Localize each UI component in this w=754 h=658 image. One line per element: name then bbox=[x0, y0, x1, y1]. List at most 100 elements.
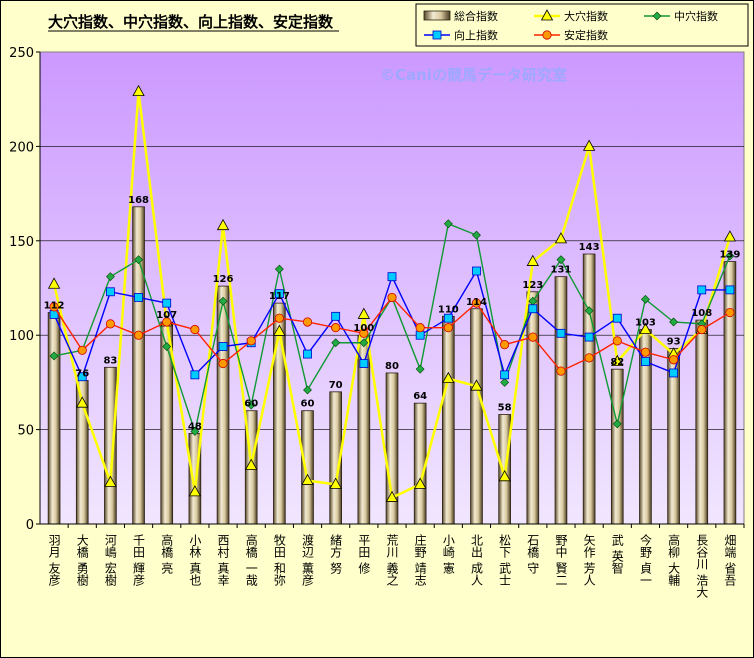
bar bbox=[470, 308, 483, 525]
legend-marker bbox=[540, 9, 554, 21]
point-square bbox=[162, 298, 172, 308]
x-tick-label: 高橋 一哉 bbox=[244, 533, 258, 586]
point-circle bbox=[331, 323, 341, 333]
point-square bbox=[106, 287, 115, 297]
point-circle bbox=[274, 313, 284, 323]
x-tick-label: 平田 修 bbox=[357, 534, 371, 574]
point-circle bbox=[218, 358, 228, 369]
point-square bbox=[331, 311, 341, 321]
y-tick-label: 50 bbox=[17, 424, 34, 439]
x-tick-label: 畑端 省吾 bbox=[723, 534, 737, 586]
x-tick-label: 今野 貞一 bbox=[638, 533, 652, 586]
y-tick-label: 150 bbox=[9, 235, 34, 250]
legend-label: 大穴指数 bbox=[564, 9, 608, 23]
point-square bbox=[218, 342, 228, 351]
bar-value-label: 60 bbox=[244, 399, 258, 410]
point-triangle bbox=[470, 379, 483, 391]
legend-marker bbox=[432, 30, 442, 40]
x-tick-label: 河嶋 宏樹 bbox=[103, 534, 117, 586]
point-circle bbox=[387, 292, 397, 303]
bar-value-label: 93 bbox=[667, 336, 681, 347]
point-diamond bbox=[162, 342, 172, 351]
bar-value-label: 100 bbox=[353, 323, 374, 334]
bar-value-label: 80 bbox=[385, 361, 399, 372]
point-triangle bbox=[442, 371, 455, 384]
point-circle bbox=[77, 345, 87, 355]
bar bbox=[610, 368, 624, 525]
point-diamond bbox=[303, 385, 312, 395]
data-labels: 112 76 83 168 107 48 126 60 117 60 70 100 80 64 110 114… bbox=[44, 195, 741, 433]
y-axis: 0 50 100 150 200 250 bbox=[9, 46, 41, 533]
point-triangle bbox=[723, 230, 737, 242]
x-tick-label: 野中 賢二 bbox=[554, 534, 568, 586]
bar bbox=[442, 315, 455, 525]
bar bbox=[104, 366, 117, 525]
x-tick-label: 渡辺 薫彦 bbox=[301, 533, 315, 587]
point-diamond bbox=[472, 230, 481, 240]
point-circle bbox=[584, 353, 594, 363]
x-tick-label: 武 英智 bbox=[610, 534, 624, 575]
legend-label: 安定指数 bbox=[564, 28, 608, 42]
point-circle bbox=[556, 366, 566, 376]
legend-swatch bbox=[423, 10, 451, 21]
bar bbox=[132, 206, 145, 525]
bar-value-label: 64 bbox=[413, 391, 427, 402]
x-tick-label: 羽月 友彦 bbox=[47, 534, 61, 586]
bar-value-label: 131 bbox=[551, 265, 572, 276]
y-tick-label: 250 bbox=[9, 46, 34, 61]
point-triangle bbox=[301, 473, 314, 485]
bar-value-label: 103 bbox=[635, 318, 656, 329]
bar bbox=[526, 291, 540, 525]
x-tick-label: 石橋 守 bbox=[526, 534, 540, 574]
line-series bbox=[47, 84, 737, 502]
bar bbox=[582, 253, 596, 525]
x-axis: 羽月 友彦 大橋 勇樹 河嶋 宏樹 千田 輝彦 高橋 亮小林 真也 西村 真幸 高橋 一哉牧… bbox=[40, 523, 745, 598]
point-circle bbox=[528, 332, 538, 342]
point-triangle bbox=[329, 477, 342, 489]
point-square bbox=[500, 370, 510, 380]
bar-value-label: 114 bbox=[466, 297, 487, 308]
x-tick-label: 小林 真也 bbox=[188, 534, 202, 586]
x-tick-label: 矢作 芳人 bbox=[582, 534, 596, 586]
point-square bbox=[415, 330, 425, 340]
bar-value-label: 76 bbox=[75, 369, 89, 380]
point-triangle bbox=[104, 475, 117, 487]
bar-value-label: 168 bbox=[128, 195, 149, 206]
point-diamond bbox=[641, 294, 650, 304]
point-diamond bbox=[415, 364, 425, 374]
x-tick-label: 高柳 大輔 bbox=[667, 533, 681, 587]
bar-value-label: 58 bbox=[498, 402, 512, 413]
bar-value-label: 108 bbox=[691, 308, 712, 319]
point-circle bbox=[359, 328, 369, 338]
point-triangle bbox=[245, 458, 258, 470]
point-circle bbox=[697, 324, 707, 335]
point-square bbox=[612, 313, 622, 323]
bar-value-label: 60 bbox=[301, 399, 315, 410]
bar-value-label: 112 bbox=[44, 301, 65, 312]
point-square bbox=[528, 304, 538, 314]
point-circle bbox=[668, 355, 679, 365]
point-diamond bbox=[331, 338, 341, 348]
point-square bbox=[359, 359, 369, 368]
x-tick-label: 荒川 義之 bbox=[385, 534, 399, 586]
bar-value-label: 70 bbox=[329, 380, 343, 391]
point-diamond bbox=[584, 306, 594, 316]
point-square bbox=[584, 332, 594, 342]
point-square bbox=[303, 349, 312, 359]
point-circle bbox=[725, 307, 735, 318]
point-circle bbox=[162, 317, 172, 327]
point-square bbox=[669, 368, 678, 378]
bar-value-label: 82 bbox=[610, 357, 624, 368]
point-triangle bbox=[132, 84, 145, 97]
point-triangle bbox=[526, 254, 539, 266]
point-square bbox=[725, 285, 735, 295]
point-square bbox=[77, 372, 87, 382]
bar-value-label: 143 bbox=[579, 242, 600, 253]
point-diamond bbox=[190, 427, 200, 436]
point-square bbox=[697, 285, 707, 295]
point-square bbox=[556, 328, 566, 338]
point-triangle bbox=[216, 218, 230, 231]
x-tick-label: 高橋 亮 bbox=[160, 533, 174, 574]
